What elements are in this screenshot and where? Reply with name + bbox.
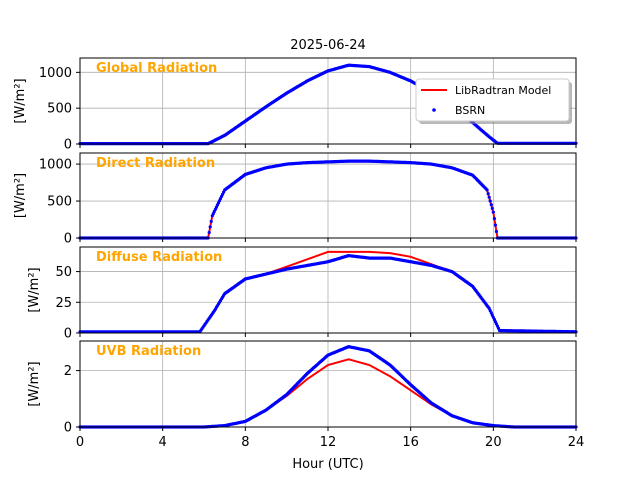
obs-point [492,217,496,221]
y-axis-label-4: [W/m²] [27,361,42,406]
x-tick-label-4: 16 [402,435,419,450]
x-tick-label-1: 4 [159,435,167,450]
y-tick-label-3-2: 50 [55,265,72,280]
obs-point [487,195,491,199]
x-tick-label-6: 24 [568,435,585,450]
legend-box [415,78,570,122]
x-tick-label-2: 8 [241,435,249,450]
y-tick-label-2-2: 1000 [39,158,72,173]
x-tick-label-5: 20 [485,435,502,450]
obs-point [493,223,497,227]
y-tick-label-1-0: 0 [64,138,72,153]
obs-point [491,210,495,214]
obs-point [208,225,212,229]
obs-points-2 [78,159,578,240]
y-axis-label-2: [W/m²] [13,173,28,218]
obs-point [494,229,498,234]
panel-3: 0 25 50 [W/m²] Diffuse Radiation [27,246,578,342]
y-tick-label-2-0: 0 [64,232,72,247]
legend-bsrn-swatch [432,108,436,112]
y-tick-label-3-1: 25 [55,296,72,311]
y-tick-label-4-0: 0 [64,421,72,436]
obs-point [488,199,492,203]
panel-label-2: Direct Radiation [96,156,215,171]
legend: LibRadtran Model BSRN [415,78,572,124]
panel-2: 0 500 1000 [W/m²] Direct Radiation [13,152,578,247]
panel-label-4: UVB Radiation [96,344,201,359]
y-axis-label-1: [W/m²] [13,78,28,123]
y-tick-label-2-1: 500 [47,195,72,210]
y-tick-label-1-2: 1000 [39,66,72,81]
panel-label-3: Diffuse Radiation [96,250,222,265]
y-tick-label-3-0: 0 [64,327,72,342]
obs-point [486,192,490,196]
y-tick-label-4-1: 2 [64,364,72,379]
obs-point [489,203,493,207]
x-tick-label-0: 0 [76,435,84,450]
legend-model-label: LibRadtran Model [455,84,551,97]
legend-bsrn-label: BSRN [455,104,485,117]
y-tick-label-1-1: 500 [47,102,72,117]
panel-1: 0 500 1000 [W/m²] Global Radiation [13,57,578,153]
obs-point [490,206,494,210]
obs-point [209,219,213,223]
panel-label-1: Global Radiation [96,61,217,76]
obs-point [207,230,211,235]
panel-4: 0 2 [W/m²] UVB Radiation [27,340,578,436]
x-axis-label: Hour (UTC) [292,457,363,472]
x-tick-label-3: 12 [320,435,337,450]
chart-title: 2025-06-24 [290,38,366,53]
obs-point [485,188,489,192]
y-axis-label-3: [W/m²] [27,267,42,312]
